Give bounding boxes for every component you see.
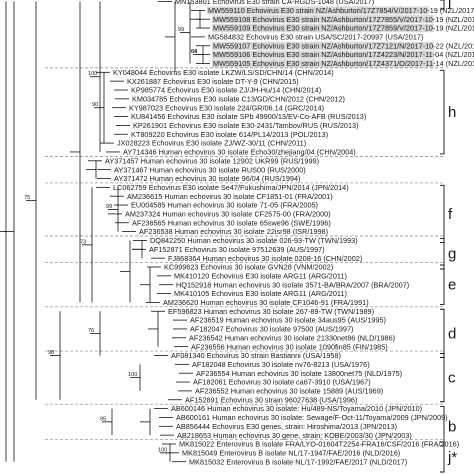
highlight-band [207,6,429,15]
leaf-label: KT809220 Echovirus E30 isolate 614/PL14/… [131,130,328,139]
clade-bracket [440,308,445,358]
bootstrap-value: 98 [48,350,54,356]
leaf-label: MK815022 Enterovirus B isolate FRA/LYO-0… [179,440,459,449]
clade-label: j* [447,449,457,466]
leaf-label: AF182047 Echovirus 30 isolate 97500 (AUS… [190,325,353,334]
clade-bracket [440,69,445,155]
top-clade-marker: j [447,0,451,10]
bootstrap-value: 95 [100,416,106,422]
bootstrap-value: 99 [106,204,112,210]
leaf-label: AF236519 Human echovirus 30 isolate 34au… [190,316,386,325]
highlight-band [212,50,434,59]
leaf-label: MN153801 Echovirus E30 strain CA-RGDS-10… [175,0,374,6]
highlight-group [207,6,434,68]
leaf-label: AY371472 Human echovirus 30 isolate 96/0… [114,174,300,183]
leaf-label: LC062759 Echovirus E30 isolate Se47/Fuku… [113,183,349,192]
leaf-label: MK410105 Echovirus E30 isolate ARG11 (AR… [174,289,347,298]
leaf-label: MW559105 Echovirus E30 strain NZ/Ashburt… [213,59,474,68]
leaf-label: MW559109 Echovirus E30 strain NZ/Ashburt… [213,24,474,33]
leaf-label: MK815049 Enterovirus B isolate NL/17-194… [182,448,400,457]
bootstrap-value: 75 [24,195,30,201]
highlight-band [212,59,434,68]
leaf-label: EF596823 Human echovirus 30 isolate 267-… [168,307,374,316]
leaf-label: KX261887 Echovirus E30 isolate DT-Y-9 (C… [127,77,299,86]
bootstrap-value: 66 [191,49,197,55]
bootstrap-value: 100 [88,71,97,77]
bootstrap-value: 100 [158,447,167,453]
leaf-label: AF236554 Human echovirus 30 isolate 1380… [196,369,402,378]
tree-edges [0,1,210,463]
bootstrap-value: 73 [80,239,86,245]
clade-label: g [448,246,456,263]
leaf-label: AM236620 Human echovirus 30 isolate CF10… [163,298,369,307]
bootstrap-value: 76 [88,328,94,334]
leaf-label: MW559107 Echovirus E30 strain NZ/Ashburt… [213,41,474,50]
clade-bracket [440,184,445,243]
clade-label: b [448,418,456,435]
clade-label: f [448,206,453,223]
leaf-label: FJ868364 Human echovirus 30 isolate 0208… [168,254,362,263]
bootstrap-value: 64 [191,49,197,55]
leaf-label: AB600146 Human echovirus 30 isolate: Hu/… [171,404,422,413]
clade-label: e [448,277,456,294]
highlight-band [212,15,434,24]
leaf-label: KP985774 Echovirus E30 isolate ZJ/JH-Hu/… [131,86,321,95]
leaf-label: AF182061 Echovirus 30 isolate ca67-3910 … [193,378,371,387]
highlight-band [212,24,434,33]
leaf-label: MW559106 Echovirus E30 strain NZ/Ashburt… [213,50,474,59]
leaf-label: AY371457 Human echovirus 30 isolate 1290… [105,156,319,165]
leaf-label: KP261901 Echovirus E30 isolate E30-2431/… [133,121,359,130]
leaf-label: AF152891 Echovirus 30 strain 96027638 (U… [185,395,357,404]
clade-bracket [440,238,445,270]
clade-bracket [440,406,445,447]
leaf-label: AF182048 Echovirus 30 isolate nv76-8213 … [192,360,370,369]
leaf-label: MG584832 Echovirus E30 strain USA/SC/201… [208,33,423,42]
leaf-label: KC999623 Echovirus 30 isolate GVN28 (VNM… [164,263,333,272]
leaf-label: AF236538 Human echovirus 30 isolate 22is… [139,227,328,236]
bootstrap-value: 99 [178,27,184,33]
leaf-label: AB218653 Human echovirus 30 gene, strain… [177,431,412,440]
clade-bracket-group: h f ge d c b j* [440,0,457,473]
leaf-label: AF081340 Echovirus 30 strain Bastianni (… [171,351,341,360]
highlight-band [212,41,434,50]
leaf-label: KY048044 Echovirus E30 isolate LKZW/LS/S… [113,68,334,77]
leaf-label: EU004585 Human echovirus 30 isolate 71-0… [131,201,318,210]
leaf-label: AF236552 Human echovirus 30 isolate 1588… [195,387,383,396]
clade-label: h [448,104,456,121]
clade-bracket [440,353,445,403]
leaf-label: AB600161 Human echovirus 30 isolate: Sew… [176,413,448,422]
leaf-label: AM237324 Human echovirus 30 isolate CF25… [125,210,331,219]
leaf-label: MK815032 Enterovirus B isolate NL/17-199… [189,457,407,466]
bootstrap-value: 90 [92,102,98,108]
leaf-label: HQ152918 Human echovirus 30 isolate 3571… [176,280,409,289]
clade-label: c [448,370,456,387]
leaf-label: KU841456 Echovirus E30 isolate SPb 49900… [131,112,366,121]
leaf-label-group: MN153801 Echovirus E30 strain CA-RGDS-10… [105,0,474,466]
leaf-label: KY987023 Echovirus E30 isolate 224/GR/06… [129,103,324,112]
leaf-label: AF236556 Human echovirus 30 isolate 1090… [191,342,388,351]
clade-bracket [440,441,445,473]
leaf-label: DQ842250 Human echovirus 30 isolate 026-… [150,236,358,245]
clade-bracket [440,264,445,305]
leaf-label: AB856444 Echovirus E30 genes, strain: Hi… [176,422,397,431]
leaf-label: AY714346 Human echovirus 30 isolate Echo… [123,148,356,157]
bootstrap-value: 100 [128,372,137,378]
leaf-label: KM034785 Echovirus E30 isolate C13/GD/CH… [132,94,345,103]
leaf-label: AF236565 Human echovirus 30 isolate 65sw… [132,218,331,227]
clade-label: d [448,325,456,342]
leaf-label: AF152871 Echovirus 30 isolate 97512639 (… [149,245,325,254]
leaf-label: MK410120 Echovirus E30 isolate ARG11 (AR… [174,271,347,280]
leaf-label: JX028223 Echovirus E30 isolate ZJ/WZ-30/… [117,139,306,148]
clade-separator-group [45,67,444,440]
leaf-label: AY371467 Human echovirus 30 isolate RUS0… [114,165,306,174]
leaf-label: MW559108 Echovirus E30 strain NZ/Ashburt… [213,15,474,24]
leaf-label: AM236615 Human echovirus 30 isolate CF18… [127,192,333,201]
leaf-label: MW559110 Echovirus E30 strain NZ/Ashburt… [208,6,474,15]
leaf-label: AF236542 Human echovirus 30 isolate 2133… [189,333,395,342]
